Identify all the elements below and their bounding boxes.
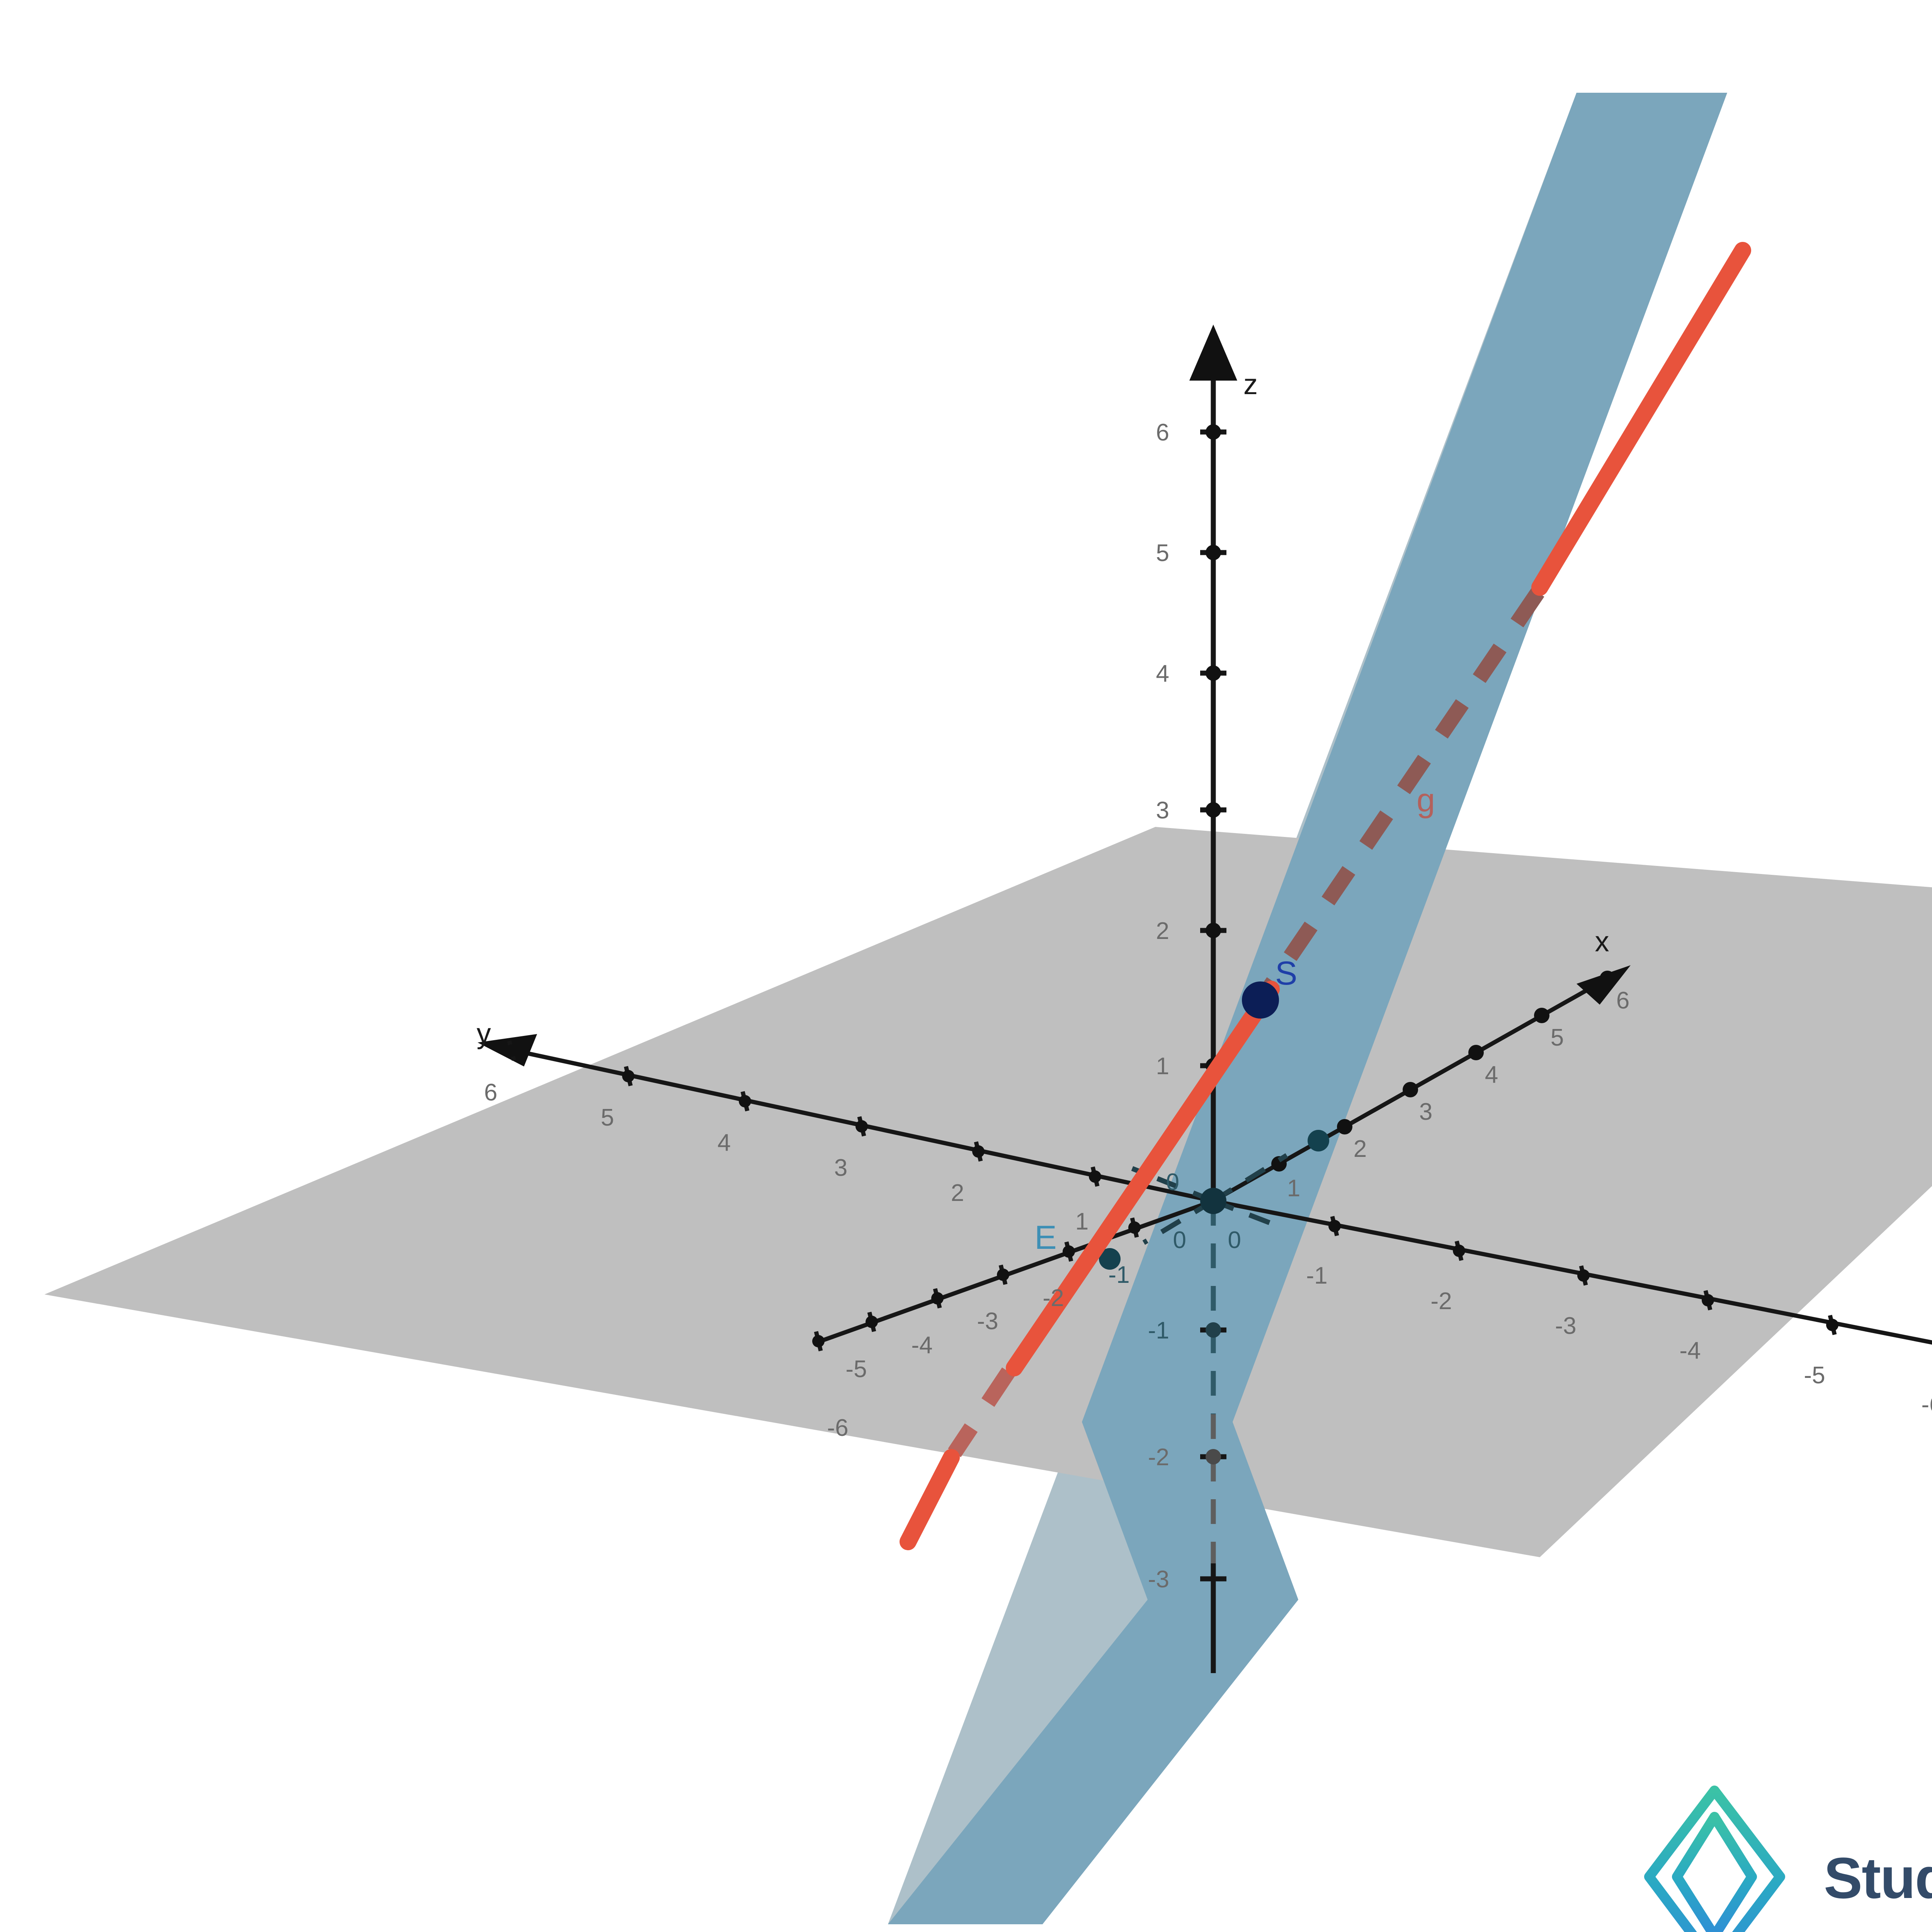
- x-tick-label: -1: [1306, 1262, 1327, 1289]
- studysmarter-wordmark: StudySmarter: [1824, 1845, 1932, 1910]
- y-tick-label: -3: [977, 1308, 998, 1335]
- z-axis-label: z: [1243, 368, 1258, 400]
- y-tick-label: -1: [1108, 1262, 1129, 1288]
- y-tick-label: -5: [845, 1356, 867, 1383]
- plane-E-label: E: [1034, 1219, 1056, 1256]
- z-tick-label: 2: [1156, 918, 1169, 944]
- studysmarter-diamond-icon: [1644, 1786, 1785, 1932]
- y-tick-label: 1: [1075, 1208, 1088, 1235]
- z-tick-label: 6: [1156, 419, 1169, 446]
- y-tick-label: 6: [484, 1079, 497, 1106]
- y-tick-label: -6: [827, 1415, 848, 1441]
- line-g: [900, 242, 1751, 1550]
- y-axis-negative: [812, 1199, 1214, 1352]
- x-tick-label: -2: [1430, 1288, 1452, 1315]
- z-tick-label: -1: [1148, 1317, 1169, 1344]
- origin-label: 0: [1173, 1227, 1186, 1253]
- x-tick-label: 1: [1287, 1175, 1300, 1202]
- line-g-label: g: [1417, 782, 1435, 819]
- studysmarter-logo: StudySmarter: [1644, 1786, 1932, 1932]
- z-tick-label: -2: [1148, 1444, 1169, 1471]
- x-tick-label: -6: [1921, 1391, 1932, 1418]
- xy-plane: [44, 827, 1932, 1557]
- origin-label: 0: [1166, 1169, 1179, 1196]
- x-axis-label: x: [1595, 925, 1609, 957]
- x-tick-label: 6: [1616, 987, 1629, 1014]
- z-tick-label: 5: [1156, 540, 1169, 566]
- z-tick-label: 4: [1156, 660, 1169, 687]
- z-axis-negative: [1200, 1201, 1226, 1673]
- point-S-label: S: [1275, 955, 1297, 992]
- y-tick-label: -4: [911, 1332, 932, 1359]
- x-tick-label: -3: [1555, 1313, 1576, 1339]
- y-tick-label: 2: [951, 1180, 964, 1206]
- origin-projection-dashes: [1099, 1130, 1329, 1270]
- z-tick-label: 1: [1156, 1053, 1169, 1080]
- origin-label: 0: [1228, 1227, 1241, 1253]
- x-tick-label: 3: [1419, 1099, 1432, 1125]
- z-tick-label: 3: [1156, 797, 1169, 824]
- y-axis-label: y: [477, 1017, 491, 1049]
- x-tick-label: -4: [1679, 1337, 1701, 1364]
- y-tick-label: 5: [601, 1104, 614, 1131]
- point-S: [1242, 981, 1279, 1019]
- x-tick-label: 2: [1354, 1136, 1367, 1162]
- z-tick-label: -3: [1148, 1566, 1169, 1593]
- x-tick-label: -5: [1804, 1362, 1825, 1389]
- y-tick-label: 4: [718, 1129, 731, 1156]
- x-axis-negative: [1213, 1199, 1932, 1345]
- y-tick-label: -2: [1043, 1285, 1064, 1311]
- x-axis: [1212, 965, 1631, 1203]
- x-tick-label: 4: [1485, 1061, 1498, 1088]
- line-g-hidden: [948, 588, 1544, 1458]
- plane-E: [888, 93, 1727, 1924]
- y-axis: [478, 1034, 1214, 1203]
- y-tick-label: 3: [834, 1155, 847, 1181]
- x-tick-label: 5: [1551, 1024, 1564, 1051]
